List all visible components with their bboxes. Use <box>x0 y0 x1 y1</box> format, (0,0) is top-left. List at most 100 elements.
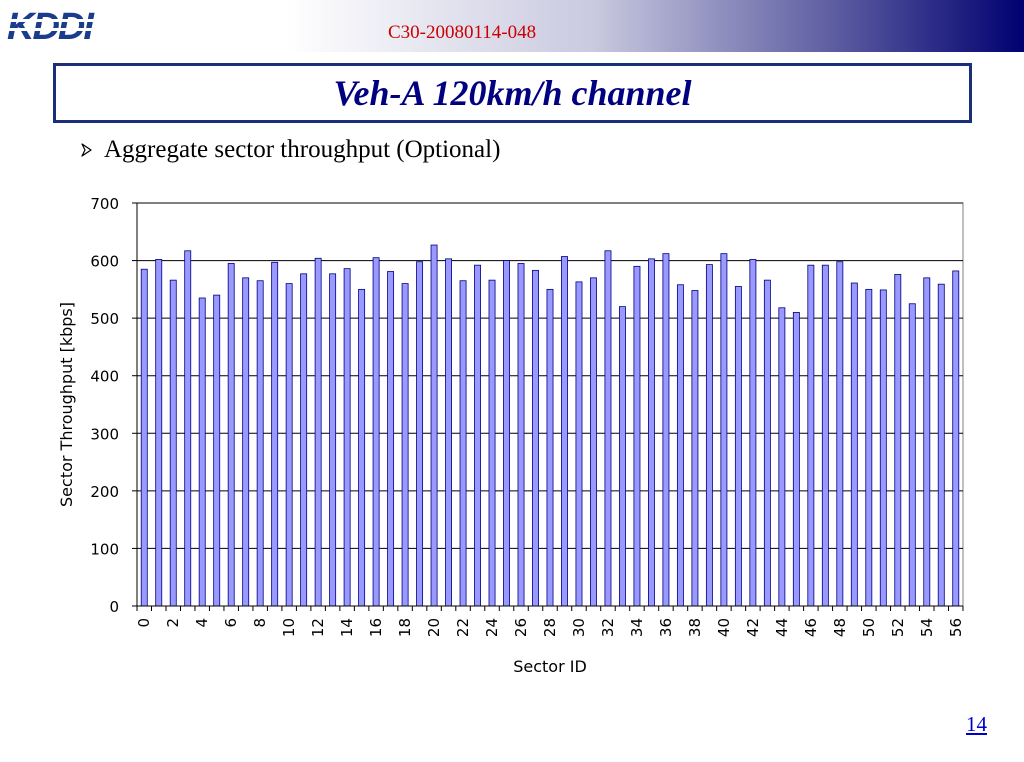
bar-sector-41 <box>734 286 742 607</box>
bar-sector-19 <box>416 261 424 607</box>
x-tick-label: 50 <box>860 618 878 637</box>
bar-sector-44 <box>778 307 786 607</box>
bar-sector-35 <box>647 258 655 607</box>
bar-sector-55 <box>937 283 945 607</box>
bar-sector-38 <box>691 290 699 607</box>
bar-sector-45 <box>792 311 800 607</box>
y-tick-label: 600 <box>90 253 119 271</box>
bar-sector-39 <box>705 264 713 607</box>
bar-sector-48 <box>836 261 844 607</box>
y-tick-label: 0 <box>109 598 119 616</box>
bar-sector-1 <box>155 259 163 607</box>
bar-sector-0 <box>140 268 148 607</box>
bar-sector-30 <box>575 281 583 607</box>
bar-sector-14 <box>343 268 351 607</box>
bar-sector-4 <box>198 297 206 607</box>
x-tick-label: 32 <box>599 618 617 637</box>
document-id: C30-20080114-048 <box>388 22 537 43</box>
x-tick-label: 6 <box>222 618 240 628</box>
bar-sector-21 <box>445 258 453 607</box>
header-band <box>0 0 1024 52</box>
bar-sector-37 <box>676 284 684 607</box>
x-tick-label: 4 <box>193 618 211 628</box>
x-tick-label: 18 <box>396 618 414 637</box>
bar-sector-40 <box>720 253 728 607</box>
bar-sector-24 <box>488 279 496 607</box>
bar-layer <box>140 244 960 607</box>
x-tick-label: 12 <box>309 618 327 637</box>
bar-sector-43 <box>763 279 771 607</box>
bar-sector-54 <box>923 277 931 607</box>
x-tick-label: 22 <box>454 618 472 637</box>
page-number[interactable]: 14 <box>966 712 987 736</box>
y-tick-label: 700 <box>90 195 119 213</box>
bar-sector-33 <box>619 306 626 607</box>
bar-sector-27 <box>532 269 539 607</box>
bar-sector-29 <box>561 256 568 607</box>
y-tick-label: 200 <box>90 483 119 501</box>
bullet-item: Aggregate sector throughput (Optional) <box>78 136 500 164</box>
bar-sector-9 <box>271 261 279 607</box>
bar-sector-2 <box>169 279 177 607</box>
y-tick-label: 500 <box>90 310 119 328</box>
x-tick-label: 26 <box>512 618 530 637</box>
bar-sector-36 <box>662 253 670 607</box>
arrow-bullet-icon <box>81 143 92 157</box>
bar-sector-16 <box>372 257 380 607</box>
bar-sector-6 <box>227 263 235 607</box>
bar-sector-47 <box>821 264 829 607</box>
y-tick-label: 300 <box>90 425 119 443</box>
x-tick-label: 34 <box>628 618 646 637</box>
bar-sector-3 <box>184 250 192 607</box>
x-tick-label: 44 <box>773 618 791 637</box>
x-tick-label: 52 <box>889 618 907 637</box>
x-tick-label: 24 <box>483 618 501 637</box>
bar-sector-23 <box>474 264 481 607</box>
y-axis-title: Sector Throughput [kbps] <box>57 302 76 507</box>
bar-sector-49 <box>850 282 858 607</box>
bar-sector-10 <box>285 283 293 607</box>
bar-sector-46 <box>807 264 815 607</box>
bar-sector-53 <box>908 303 916 607</box>
title-box: Veh-A 120km/h channel <box>53 63 972 123</box>
bar-sector-25 <box>503 260 510 607</box>
bar-sector-34 <box>633 265 641 607</box>
bar-sector-31 <box>590 277 597 607</box>
x-tick-label: 46 <box>802 618 820 637</box>
slide-title: Veh-A 120km/h channel <box>333 73 692 113</box>
bar-sector-18 <box>401 283 409 607</box>
bar-sector-12 <box>314 257 322 607</box>
bar-sector-28 <box>546 288 554 607</box>
x-tick-label: 54 <box>918 618 936 637</box>
bar-sector-15 <box>358 288 366 607</box>
bar-sector-20 <box>430 244 438 607</box>
bar-sector-11 <box>300 273 308 607</box>
bar-sector-17 <box>387 271 395 607</box>
bar-sector-22 <box>459 280 467 607</box>
y-tick-label: 100 <box>90 540 119 558</box>
bar-sector-51 <box>879 289 887 607</box>
bar-sector-5 <box>213 294 221 607</box>
x-tick-label: 16 <box>367 618 385 637</box>
x-tick-label: 20 <box>425 618 443 637</box>
x-tick-label: 2 <box>164 618 182 628</box>
x-tick-label: 14 <box>338 618 356 637</box>
x-tick-label: 56 <box>947 618 965 637</box>
x-tick-label: 36 <box>657 618 675 637</box>
bar-sector-32 <box>604 250 612 607</box>
bar-sector-50 <box>865 288 873 607</box>
bar-sector-56 <box>952 270 960 607</box>
x-tick-label: 8 <box>251 618 269 628</box>
x-tick-label: 48 <box>831 618 849 637</box>
bullet-text: Aggregate sector throughput (Optional) <box>104 136 501 163</box>
x-tick-label: 10 <box>280 618 298 637</box>
bar-sector-8 <box>256 280 264 607</box>
bar-sector-13 <box>329 273 337 607</box>
y-tick-label: 400 <box>90 368 119 386</box>
bar-sector-7 <box>242 277 250 607</box>
logo-text: KDDI <box>7 6 95 45</box>
x-tick-label: 0 <box>135 618 153 628</box>
bar-sector-52 <box>894 273 902 607</box>
x-axis-title: Sector ID <box>513 657 587 676</box>
